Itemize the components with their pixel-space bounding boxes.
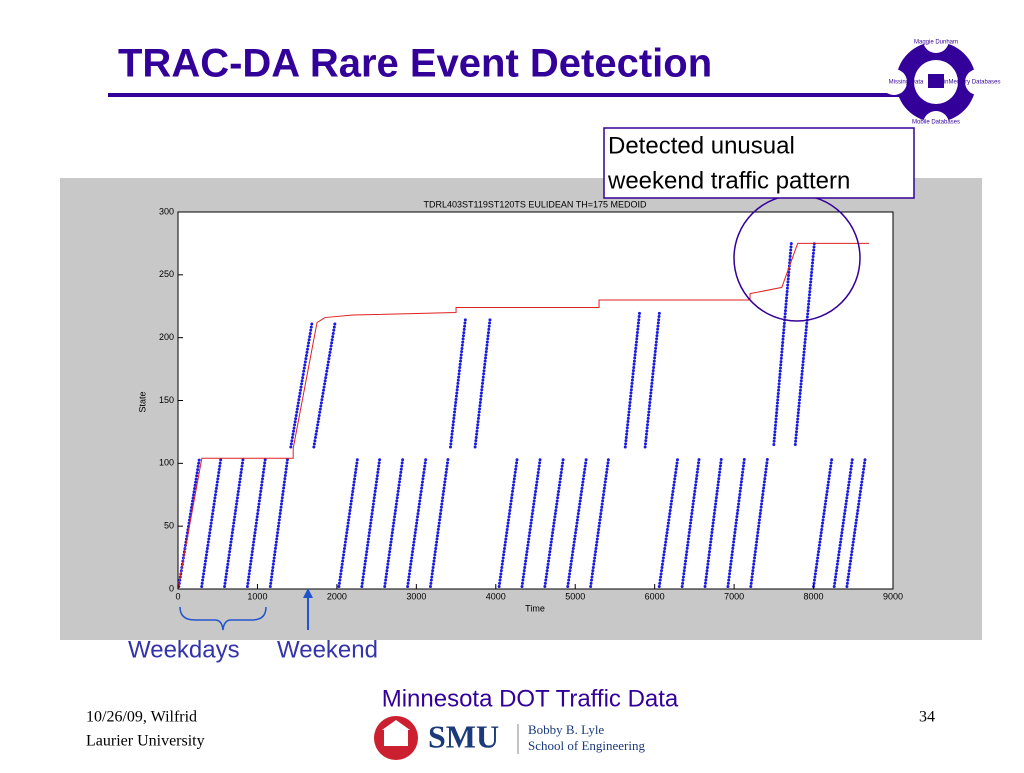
x-axis-label: Time xyxy=(525,603,545,613)
y-tick-label: 50 xyxy=(164,521,174,531)
point-streak xyxy=(268,456,290,588)
point-streak xyxy=(497,456,519,588)
x-tick-label: 3000 xyxy=(406,591,426,601)
school-short: SMU xyxy=(428,718,499,754)
x-tick-label: 8000 xyxy=(804,591,824,601)
point-streak xyxy=(406,456,428,588)
logo-top: Maggie Dunham xyxy=(914,40,958,46)
annotation-line: weekend traffic pattern xyxy=(607,167,850,194)
y-tick-label: 100 xyxy=(159,458,174,468)
x-tick-label: 0 xyxy=(175,591,180,601)
point-streak xyxy=(772,241,793,446)
annotation-line: Detected unusual xyxy=(608,132,795,159)
point-streak xyxy=(643,311,661,449)
point-streak xyxy=(428,456,450,588)
point-streak xyxy=(520,456,542,588)
y-tick-label: 300 xyxy=(159,206,174,216)
point-streak xyxy=(623,311,642,449)
y-tick-label: 200 xyxy=(159,332,174,342)
page-number: 34 xyxy=(919,709,935,726)
point-streak xyxy=(812,456,834,588)
y-tick-label: 250 xyxy=(159,269,174,279)
point-streak xyxy=(793,241,816,446)
footer-left: Laurier University xyxy=(86,733,205,750)
point-streak xyxy=(200,456,223,588)
x-tick-label: 4000 xyxy=(486,591,506,601)
x-tick-label: 2000 xyxy=(327,591,347,601)
point-streak xyxy=(289,319,314,449)
medoid-line xyxy=(177,242,870,590)
point-streak xyxy=(749,456,769,588)
school-logo: SMU Bobby B. Lyle School of Engineering xyxy=(374,716,645,760)
slide-title: TRAC-DA Rare Event Detection xyxy=(118,42,712,86)
point-streak xyxy=(245,456,267,588)
source-label: Minnesota DOT Traffic Data xyxy=(382,685,679,712)
x-tick-label: 6000 xyxy=(645,591,665,601)
weekdays-brace xyxy=(179,606,267,631)
point-streak xyxy=(589,456,611,588)
point-streak xyxy=(543,456,565,588)
y-axis-label: State xyxy=(137,391,147,412)
x-tick-label: 1000 xyxy=(247,591,267,601)
school-line: School of Engineering xyxy=(528,738,645,753)
weekdays-label: Weekdays xyxy=(128,636,240,663)
logo: Maggie Dunham Missing Data MainMemory Da… xyxy=(881,27,1001,137)
chart-title: TDRL403ST119ST120TS EULIDEAN TH=175 MEDO… xyxy=(423,199,647,209)
point-streak xyxy=(703,456,723,588)
point-streak xyxy=(473,316,492,449)
point-streak xyxy=(448,316,468,449)
x-tick-label: 5000 xyxy=(565,591,585,601)
logo-right: MainMemory Databases xyxy=(935,80,1000,86)
logo-left: Missing Data xyxy=(889,80,924,86)
point-streak xyxy=(657,456,680,588)
point-streak xyxy=(832,456,854,588)
point-streak xyxy=(312,319,337,449)
plot xyxy=(177,241,870,590)
point-streak xyxy=(680,456,701,588)
school-line: Bobby B. Lyle xyxy=(528,722,604,737)
y-tick-label: 0 xyxy=(169,583,174,593)
footer-left: 10/26/09, Wilfrid xyxy=(86,709,197,726)
annotation-box xyxy=(603,127,915,199)
point-streak xyxy=(726,456,746,588)
point-streak xyxy=(566,456,588,588)
y-tick-label: 150 xyxy=(159,395,174,405)
logo-bottom: Mobile Databases xyxy=(912,120,960,126)
x-tick-label: 7000 xyxy=(724,591,744,601)
point-streak xyxy=(223,456,245,588)
plot-area xyxy=(177,211,894,590)
point-streak xyxy=(337,456,360,588)
point-streak xyxy=(845,456,867,588)
weekend-label: Weekend xyxy=(277,636,378,663)
point-streak xyxy=(360,456,382,588)
point-streak xyxy=(383,456,405,588)
x-tick-label: 9000 xyxy=(883,591,903,601)
weekend-arrowhead xyxy=(303,588,313,598)
